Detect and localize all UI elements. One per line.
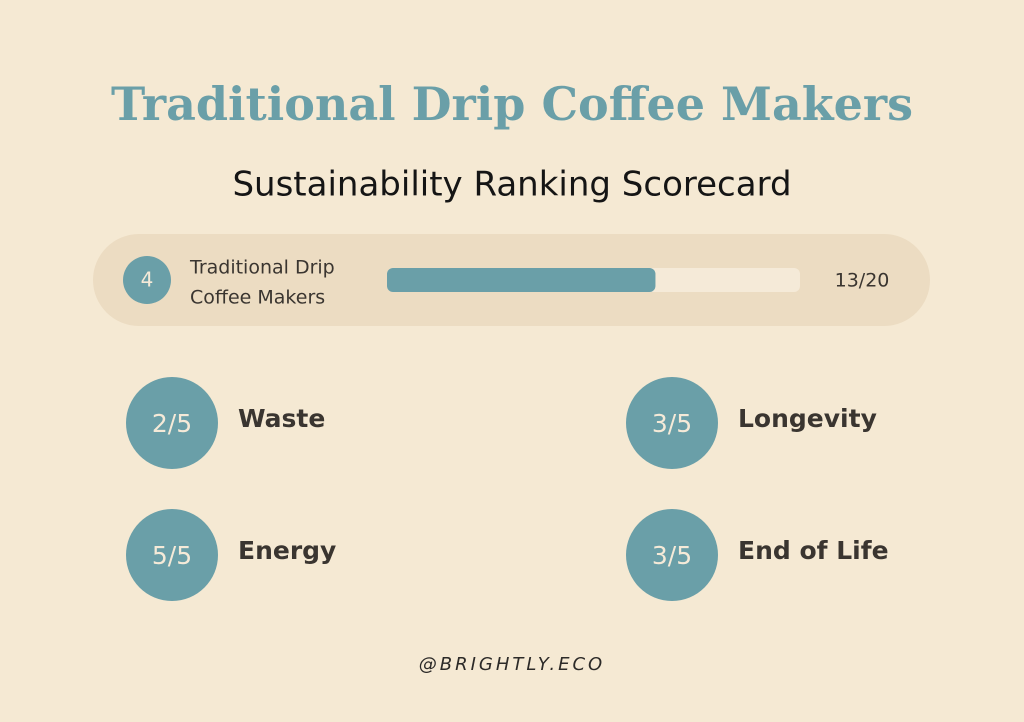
criterion-score: 3/5 bbox=[652, 409, 692, 438]
criterion-name: Waste bbox=[238, 404, 325, 433]
rank-name: Coffee Makers bbox=[190, 287, 325, 309]
rank: 4 bbox=[141, 268, 154, 292]
rank-name: Traditional Drip bbox=[189, 257, 335, 279]
criterion-badge bbox=[626, 377, 718, 469]
criterion-score: 3/5 bbox=[652, 541, 692, 570]
criterion-score: 5/5 bbox=[152, 541, 192, 570]
score-bar bbox=[387, 268, 656, 292]
criterion-badge bbox=[626, 509, 718, 601]
criterion-score: 2/5 bbox=[152, 409, 192, 438]
score-label: 13/20 bbox=[835, 270, 890, 292]
criterion-name: Longevity bbox=[738, 404, 877, 433]
criterion-badge bbox=[126, 509, 218, 601]
criterion-badge bbox=[126, 377, 218, 469]
criterion-name: Energy bbox=[238, 536, 336, 565]
criterion-name: End of Life bbox=[738, 536, 889, 565]
title: Traditional Drip Coffee Makers bbox=[111, 77, 913, 131]
subtitle: Sustainability Ranking Scorecard bbox=[232, 165, 791, 205]
rank-badge bbox=[123, 256, 171, 304]
footer-handle: @BRIGHTLY.ECO bbox=[419, 654, 605, 675]
